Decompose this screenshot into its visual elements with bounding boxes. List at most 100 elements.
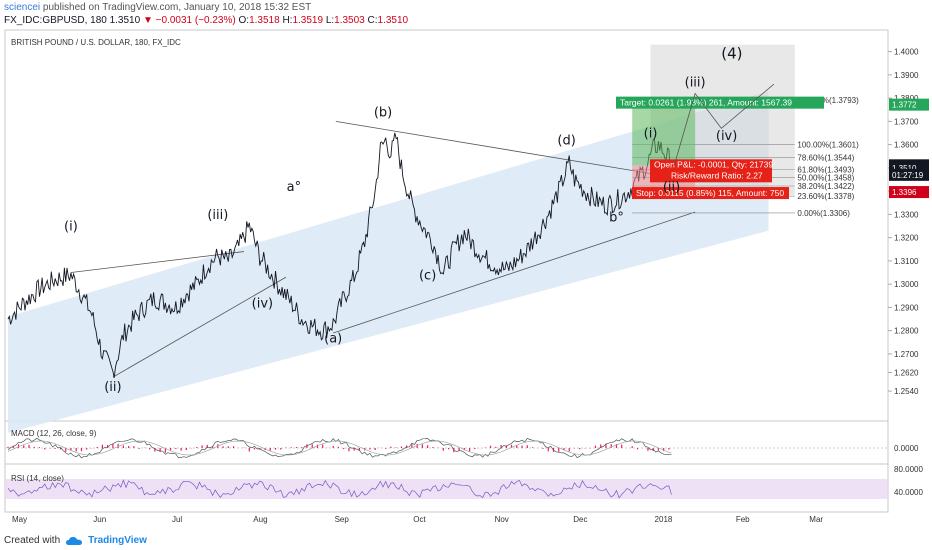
wave-label: (i) [64,220,78,235]
wave-label: (c) [419,268,436,283]
wave-label: (iv) [716,129,737,144]
down-arrow-icon: ▼ [142,15,153,26]
price-tag-box [889,168,929,181]
price-line [7,132,674,378]
fib-label: 23.60%(1.3378) [797,192,854,201]
target-label-box [616,96,824,109]
footer: Created with TradingView [4,535,147,546]
x-tick-label: Mar [809,515,823,524]
rsi-title: RSI (14, close) [11,474,64,483]
y-tick-label: 1.2900 [894,303,919,312]
x-tick-label: May [12,515,27,524]
y-tick-label: 1.2700 [894,350,919,359]
high-label: H: [282,15,293,26]
projection-path [673,83,775,166]
trade-overlay: Target: 0.0261 (1.93%) 261, Amount: 1567… [616,83,824,200]
wave-label: (d) [557,134,575,149]
price-tag-text: 1.3396 [892,188,917,197]
open-pnl-label: Open P&L: -0.0001, Qty: 21739Risk/Reward… [650,159,773,183]
publish-info: sciencei published on TradingView.com, J… [4,2,311,13]
wave-label: b° [609,210,624,225]
price-tag-box [889,186,929,199]
stop-label-text: Stop: 0.0115 (0.85%) 115, Amount: 750 [636,188,784,198]
macd-tick-label: 0.0000 [894,444,919,453]
x-tick-label: 2018 [655,515,673,524]
stop-label-box [632,187,789,200]
price-change: −0.0031 (−0.23%) [155,15,236,26]
low-label: L: [325,15,335,26]
x-tick-label: Jun [93,515,106,524]
y-tick-label: 1.3300 [894,210,919,219]
open-value: 1.3518 [249,15,280,26]
high-value: 1.3519 [292,15,324,26]
close-value: 1.3510 [377,15,409,26]
fib-label: 78.60%(1.3544) [797,154,854,163]
fib-label: 38.20%(1.3422) [797,182,854,191]
triangle-upper-line [335,120,659,176]
wave-label: (a) [324,331,342,346]
wave-label: a° [287,180,301,195]
x-tick-label: Feb [736,515,750,524]
fib-label: 61.80%(1.3493) [797,166,854,175]
wave-labels: (i) (ii) (iii) (iv) a° (a) (b) (c) (d) b° (i) (ii) (… [64,45,742,395]
wave-label: (4) [721,45,742,63]
stop-label: Stop: 0.0115 (0.85%) 115, Amount: 750 [632,187,789,200]
y-tick-label: 1.2800 [894,327,919,336]
y-tick-label: 1.3800 [894,94,919,103]
created-with-text: Created with [4,535,61,546]
rsi-line [7,479,672,499]
low-value: 1.3503 [334,15,365,26]
y-tick-label: 1.2620 [894,368,919,377]
rsi-band [5,479,888,499]
x-tick-label: Jul [172,515,182,524]
wave-label: (iv) [252,296,273,311]
price-tag-text: 1.3772 [892,101,917,110]
wave-label: (b) [374,106,392,121]
tradingview-cloud-icon [66,536,83,545]
wave-label: (iii) [685,76,706,91]
y-tick-label: 1.4000 [894,48,919,57]
open-label: O: [238,15,250,26]
fib-label: 100.00%(1.3601) [797,140,859,149]
x-tick-label: Sep [335,515,350,524]
symbol-quote-line: FX_IDC:GBPUSD, 180 1.3510 ▼ −0.0031 (−0.… [4,15,408,26]
fib-label: 50.00%(1.3458) [797,174,854,183]
y-tick-label: 1.2540 [894,387,919,396]
y-tick-label: 1.3700 [894,117,919,126]
macd-pane: 0.0000 [5,437,919,459]
y-tick-label: 1.3100 [894,257,919,266]
x-tick-label: Dec [573,515,587,524]
rsi-tick-label-40: 40.0000 [894,488,923,497]
x-tick-label: Oct [413,515,426,524]
price-tag-box [889,98,929,111]
x-tick-label: Aug [253,515,267,524]
fib-label: 161.80%(1.3793) [797,96,859,105]
rsi-tick-label-80: 80.0000 [894,465,923,474]
tradingview-brand[interactable]: TradingView [88,535,147,546]
wave-label: (i) [644,127,658,142]
price-series [7,132,674,378]
publish-text: published on TradingView.com, January 10… [42,2,312,13]
last-price: 1.3510 [109,15,141,26]
target-zone [632,104,696,166]
time-axis: May Jun Jul Aug Sep Oct Nov Dec 2018 Feb Mar [12,515,823,524]
macd-line [7,437,672,459]
fib-label: 0.00%(1.3306) [797,209,850,218]
author-link[interactable]: sciencei [4,2,41,13]
open-pnl-box [650,159,772,183]
wave-label: (iii) [207,208,228,223]
rsi-pane: 80.0000 40.0000 [5,465,923,499]
y-tick-label: 1.3900 [894,71,919,80]
wave-label: (ii) [104,380,121,395]
y-tick-label: 1.3200 [894,234,919,243]
chart-title: BRITISH POUND / U.S. DOLLAR, 180, FX_IDC [11,38,181,47]
open-pnl-text: Open P&L: -0.0001, Qty: 21739 [654,159,773,169]
wave-label: (ii) [663,180,680,195]
y-tick-label: 1.3000 [894,280,919,289]
price-tag-text: 1.3510 [892,164,917,173]
price-tag-text: 01:27:19 [892,171,924,180]
y-tick-label: 1.3600 [894,141,919,150]
risk-reward-text: Risk/Reward Ratio: 2.27 [671,170,763,180]
